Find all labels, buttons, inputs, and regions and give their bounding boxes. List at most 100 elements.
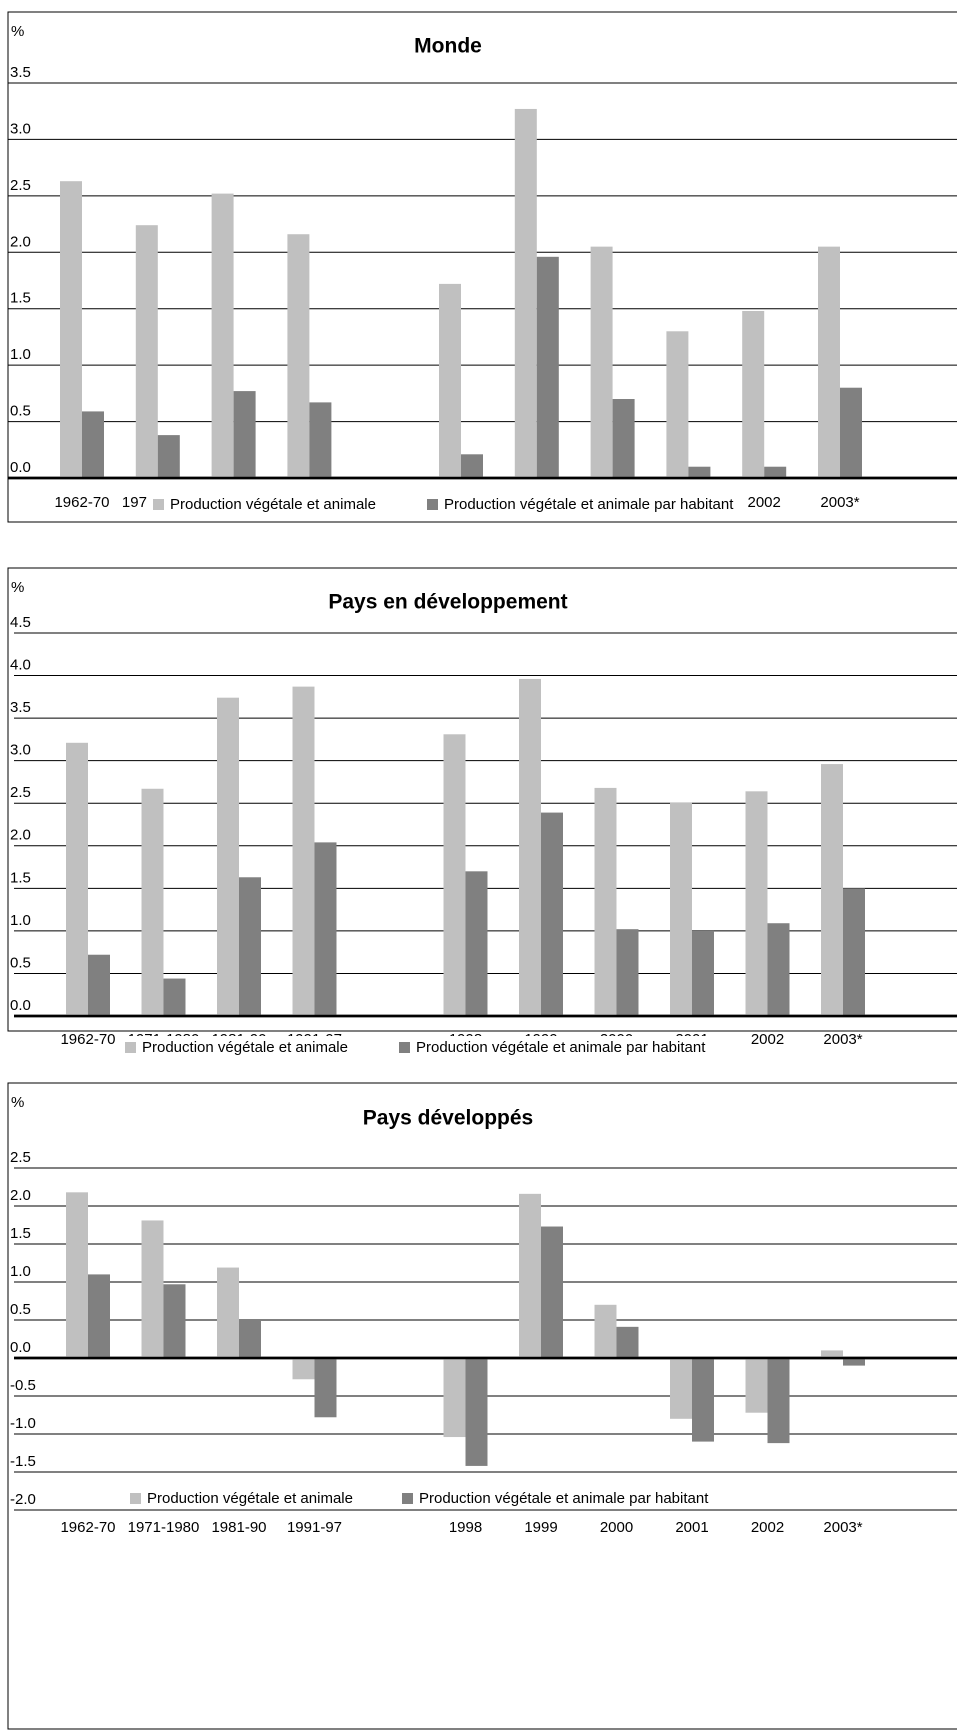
bar xyxy=(157,435,180,478)
bar xyxy=(692,1358,714,1442)
bar xyxy=(670,802,692,1016)
legend-label: Production végétale et animale par habit… xyxy=(419,1490,709,1507)
legend-label: Production végétale et animale par habit… xyxy=(444,496,734,513)
bar xyxy=(465,1358,488,1466)
bar xyxy=(742,310,765,478)
x-tick-label: 2003* xyxy=(823,1031,862,1048)
x-tick-label: 2003* xyxy=(823,1519,862,1536)
bar xyxy=(239,1320,261,1358)
bar xyxy=(840,387,862,478)
bar xyxy=(821,764,843,1016)
y-tick-label: -1.0 xyxy=(10,1415,36,1432)
bar xyxy=(66,742,88,1016)
bar xyxy=(843,1358,865,1366)
chart-title: Pays en développement xyxy=(328,591,567,614)
legend-label: Production végétale et animale xyxy=(147,1490,353,1507)
bar xyxy=(217,1267,239,1358)
bar xyxy=(82,411,104,478)
bar xyxy=(616,1326,639,1358)
y-tick-label: 0.0 xyxy=(10,459,31,476)
bar xyxy=(163,1284,186,1358)
legend-swatch xyxy=(153,499,164,510)
x-tick-label: 2000 xyxy=(600,1519,633,1536)
y-tick-label: 4.0 xyxy=(10,657,31,674)
legend-label: Production végétale et animale par habit… xyxy=(416,1039,706,1056)
y-tick-label: 2.5 xyxy=(10,177,31,194)
y-tick-label: -1.5 xyxy=(10,1453,36,1470)
legend-background xyxy=(147,493,740,515)
chart: Pays développés% -2.0 -1.5 -1.0 -0.5 0.0 0.5 1.… xyxy=(7,1082,957,1730)
bar xyxy=(66,1192,88,1358)
bar xyxy=(88,1274,110,1358)
bar xyxy=(461,454,483,478)
legend-swatch xyxy=(130,1493,141,1504)
y-tick-label: 0.5 xyxy=(10,1301,31,1318)
bar xyxy=(692,930,714,1016)
chart-title: Pays développés xyxy=(363,1107,533,1130)
bar xyxy=(292,686,315,1016)
bar xyxy=(514,108,537,478)
y-tick-label: 3.0 xyxy=(10,742,31,759)
y-tick-label: 1.0 xyxy=(10,912,31,929)
bar xyxy=(843,888,865,1016)
chart-title: Monde xyxy=(414,35,482,58)
bar xyxy=(764,466,787,478)
x-tick-label: 1991-97 xyxy=(287,1519,342,1536)
y-tick-label: 0.5 xyxy=(10,954,31,971)
bar xyxy=(745,1358,768,1413)
bar xyxy=(211,193,234,478)
bar xyxy=(818,246,840,478)
y-tick-label: 2.0 xyxy=(10,827,31,844)
chart: Pays en développement% 0.0 0.5 1.0 1.5 2.0 2.5… xyxy=(7,567,957,1058)
bar xyxy=(465,871,488,1016)
bar xyxy=(292,1358,315,1380)
legend-label: Production végétale et animale xyxy=(142,1039,348,1056)
bar xyxy=(541,812,563,1016)
x-tick-label: 2002 xyxy=(748,494,781,511)
bar xyxy=(670,1358,692,1419)
x-tick-label: 1962-70 xyxy=(60,1031,115,1048)
y-tick-label: 1.0 xyxy=(10,346,31,363)
y-tick-label: 2.5 xyxy=(10,784,31,801)
x-tick-label: 2003* xyxy=(820,494,859,511)
legend-swatch xyxy=(399,1042,410,1053)
bar xyxy=(666,331,689,478)
y-tick-label: -0.5 xyxy=(10,1377,36,1394)
y-tick-label: 3.5 xyxy=(10,64,31,81)
x-tick-label: 1962-70 xyxy=(60,1519,115,1536)
y-tick-label: 1.5 xyxy=(10,1225,31,1242)
bar xyxy=(217,697,239,1016)
y-tick-label: 2.5 xyxy=(10,1149,31,1166)
bar xyxy=(314,1358,337,1418)
bar xyxy=(590,246,613,478)
y-axis-label: % xyxy=(11,579,24,596)
x-tick-label: 1962-70 xyxy=(54,494,109,511)
legend-label: Production végétale et animale xyxy=(170,496,376,513)
legend-swatch xyxy=(125,1042,136,1053)
bar xyxy=(541,1226,563,1358)
y-axis-label: % xyxy=(11,1094,24,1111)
x-tick-label: 1971-1980 xyxy=(128,1519,200,1536)
bar xyxy=(60,181,82,478)
bar xyxy=(536,256,559,478)
x-tick-label: 1999 xyxy=(524,1519,557,1536)
bar xyxy=(612,399,635,478)
bar xyxy=(443,1358,466,1438)
y-tick-label: 0.0 xyxy=(10,1339,31,1356)
legend: Production végétale et animale Production… xyxy=(119,1036,712,1058)
x-tick-label: 2001 xyxy=(675,1519,708,1536)
y-tick-label: 4.5 xyxy=(10,614,31,631)
legend: Production végétale et animale Production… xyxy=(147,493,740,515)
bar xyxy=(239,877,261,1016)
legend-background xyxy=(124,1487,715,1509)
bar xyxy=(767,923,790,1016)
x-tick-label: 1998 xyxy=(449,1519,482,1536)
bar xyxy=(519,1193,541,1358)
bar xyxy=(821,1350,843,1358)
bar xyxy=(141,1220,164,1358)
legend: Production végétale et animale Production… xyxy=(124,1487,715,1509)
legend-swatch xyxy=(402,1493,413,1504)
bar xyxy=(594,787,617,1016)
y-tick-label: 3.0 xyxy=(10,120,31,137)
